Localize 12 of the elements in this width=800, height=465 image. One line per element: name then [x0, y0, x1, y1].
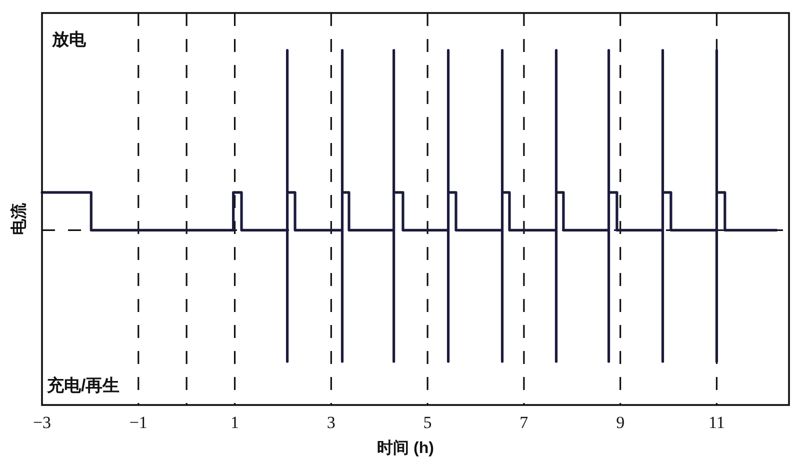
x-tick-label: −3 [32, 413, 52, 432]
annotation: 放电 [52, 30, 86, 49]
x-tick-label: 9 [616, 413, 625, 432]
annotation: 充电/再生 [47, 376, 120, 395]
x-tick-label: 1 [230, 413, 240, 432]
x-tick-label: 11 [708, 413, 725, 432]
y-axis-title: 电流 [9, 202, 28, 235]
x-axis-title: 时间 (h) [377, 439, 434, 457]
x-tick-label: 5 [423, 413, 432, 432]
x-tick-label: −1 [129, 413, 148, 432]
x-tick-label: 3 [326, 413, 336, 432]
x-tick-label: 7 [520, 413, 529, 432]
